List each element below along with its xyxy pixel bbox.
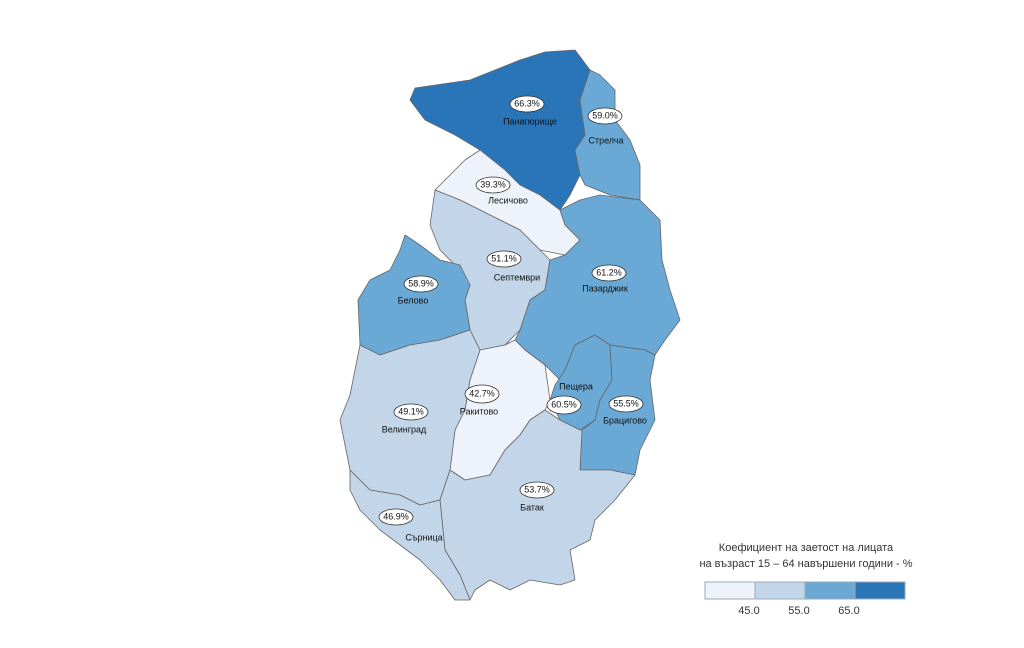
region	[434, 149, 581, 256]
region-name: Пазарджик	[582, 283, 628, 293]
value-label: 61.2%	[596, 267, 622, 277]
legend-tick-label: 45.0	[738, 605, 759, 617]
value-label: 49.1%	[398, 406, 424, 416]
label-bubble	[509, 95, 545, 113]
value-label: 60.5%	[551, 399, 577, 409]
value-label: 42.7%	[469, 388, 495, 398]
region	[574, 69, 641, 201]
region	[349, 469, 471, 601]
label-bubble	[393, 403, 429, 421]
value-label: 51.1%	[491, 253, 517, 263]
region-name: Велинград	[382, 424, 427, 434]
legend: Коефициент на заетост на лицата на възра…	[699, 542, 912, 617]
label-bubble	[608, 395, 644, 413]
region-name: Батак	[520, 502, 544, 512]
regions	[339, 49, 681, 601]
value-label: 53.7%	[524, 484, 550, 494]
legend-swatch	[804, 581, 856, 600]
region-name: Лесичово	[488, 195, 528, 205]
label-bubble	[519, 481, 555, 499]
region	[409, 49, 591, 211]
label-bubble	[475, 176, 511, 194]
label-bubble	[486, 250, 522, 268]
legend-title: на възраст 15 – 64 навършени години - %	[699, 558, 912, 570]
label-bubble	[378, 508, 414, 526]
label-bubble	[403, 275, 439, 293]
legend-swatch	[854, 581, 906, 600]
region-name: Септември	[494, 272, 540, 282]
region-name: Пещера	[559, 381, 593, 391]
legend-swatch	[704, 581, 756, 600]
value-label: 55.5%	[613, 398, 639, 408]
legend-tick-label: 65.0	[838, 605, 859, 617]
region	[429, 189, 551, 351]
region	[439, 409, 636, 601]
value-label: 66.3%	[514, 98, 540, 108]
region-name: Панагюрище	[503, 116, 557, 126]
legend-swatch	[754, 581, 806, 600]
value-label: 58.9%	[408, 278, 434, 288]
label-bubble	[546, 395, 582, 415]
legend-title: Коефициент на заетост на лицата	[719, 542, 894, 554]
region-name: Сърница	[405, 532, 442, 542]
value-label: 59.0%	[592, 110, 618, 120]
region-name: Ракитово	[460, 406, 498, 416]
region-name: Белово	[398, 295, 429, 305]
region-name: Стрелча	[588, 135, 623, 145]
label-bubble	[464, 384, 500, 404]
region-name: Брацигово	[603, 415, 647, 425]
legend-tick-label: 55.0	[788, 605, 809, 617]
labels: 66.3% Панагюрище 59.0% Стрелча 39.3% Лес…	[378, 95, 647, 542]
label-bubble	[591, 264, 627, 282]
value-label: 46.9%	[383, 511, 409, 521]
value-label: 39.3%	[480, 179, 506, 189]
label-bubble	[587, 107, 623, 125]
